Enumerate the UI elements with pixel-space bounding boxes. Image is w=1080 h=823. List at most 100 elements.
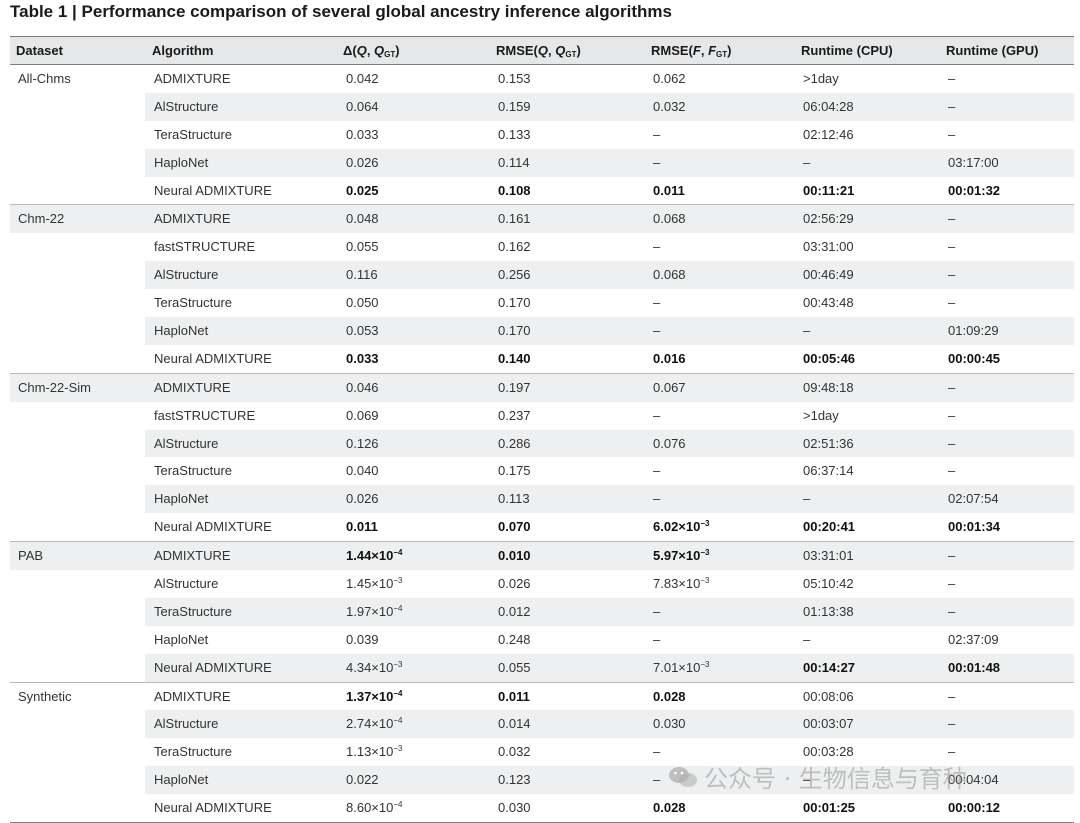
table-row: TeraStructure 0.033 0.133 – 02:12:46 – — [10, 121, 1074, 149]
cell-rmse-q: 0.011 — [498, 688, 530, 704]
cell-runtime-gpu: – — [948, 576, 956, 592]
cell-runtime-gpu: – — [948, 211, 956, 227]
cell-rmse-q: 0.012 — [498, 603, 531, 619]
cell-runtime-cpu: 00:01:25 — [803, 800, 856, 816]
cell-runtime-cpu: 03:31:01 — [803, 548, 854, 564]
cell-rmse-f: 0.028 — [653, 688, 686, 704]
cell-algorithm: AlStructure — [154, 435, 219, 451]
row-band — [145, 626, 1074, 654]
row-band — [145, 121, 1074, 149]
cell-delta: 0.053 — [346, 323, 379, 339]
col-header-dataset: Dataset — [16, 43, 63, 58]
cell-runtime-gpu: – — [948, 435, 956, 451]
cell-runtime-gpu: – — [948, 267, 956, 283]
cell-rmse-f: 0.032 — [653, 98, 686, 114]
cell-delta: 0.022 — [346, 772, 379, 788]
row-band — [145, 597, 1074, 626]
table-row: Synthetic ADMIXTURE 1.37×10−4 0.011 0.028 00:… — [10, 681, 1074, 711]
cell-runtime-gpu: 02:07:54 — [948, 491, 999, 507]
cell-rmse-q: 0.026 — [498, 576, 531, 592]
cell-algorithm: HaploNet — [154, 491, 209, 507]
cell-runtime-cpu: – — [803, 154, 811, 170]
cell-delta: 0.026 — [346, 154, 379, 170]
cell-rmse-f: – — [653, 126, 661, 142]
cell-algorithm: Neural ADMIXTURE — [154, 659, 272, 675]
row-band — [145, 794, 1074, 822]
cell-algorithm: Neural ADMIXTURE — [154, 519, 272, 535]
cell-rmse-q: 0.161 — [498, 211, 531, 227]
col-header-algorithm: Algorithm — [152, 43, 214, 58]
row-band — [145, 570, 1074, 598]
cell-runtime-cpu: 06:37:14 — [803, 463, 854, 479]
cell-rmse-q: 0.197 — [498, 379, 531, 395]
col-header-rmse-q: RMSE(Q, QGT) — [496, 43, 581, 59]
cell-runtime-cpu: >1day — [803, 71, 839, 86]
cell-runtime-gpu: – — [948, 548, 956, 564]
cell-runtime-gpu: 00:00:45 — [948, 350, 1001, 366]
cell-runtime-cpu: 03:31:00 — [803, 239, 854, 255]
table-title: Table 1 | Performance comparison of seve… — [10, 2, 673, 21]
table-row: AlStructure 0.126 0.286 0.076 02:51:36 – — [10, 429, 1074, 458]
cell-rmse-f: 0.016 — [653, 350, 686, 366]
cell-algorithm: ADMIXTURE — [154, 379, 231, 395]
cell-delta: 4.34×10−3 — [346, 659, 403, 675]
cell-algorithm: AlStructure — [154, 98, 219, 114]
row-band — [10, 373, 1074, 402]
cell-algorithm: fastSTRUCTURE — [154, 407, 256, 423]
cell-delta: 2.74×10−4 — [346, 716, 403, 732]
cell-runtime-gpu: – — [948, 463, 956, 479]
cell-runtime-gpu: – — [948, 239, 956, 255]
cell-runtime-cpu: 00:43:48 — [803, 295, 854, 311]
cell-algorithm: HaploNet — [154, 323, 209, 339]
cell-rmse-q: 0.055 — [498, 659, 531, 675]
table-row: HaploNet 0.026 0.113 – – 02:07:54 — [10, 485, 1074, 514]
cell-delta: 1.13×10−3 — [346, 744, 403, 760]
cell-rmse-f: 0.030 — [653, 716, 686, 732]
cell-rmse-q: 0.170 — [498, 295, 531, 311]
cell-delta: 0.033 — [346, 350, 379, 366]
table-row: Neural ADMIXTURE 4.34×10−3 0.055 7.01×10−3 0… — [10, 653, 1074, 682]
table-row: All-Chms ADMIXTURE 0.042 0.153 0.062 >1day – — [10, 65, 1074, 93]
cell-rmse-q: 0.140 — [498, 350, 531, 366]
cell-rmse-f: 0.067 — [653, 379, 686, 395]
cell-algorithm: TeraStructure — [154, 295, 233, 311]
cell-runtime-gpu: – — [948, 603, 956, 619]
cell-delta: 0.064 — [346, 98, 379, 114]
col-header-runtime-gpu: Runtime (GPU) — [946, 43, 1039, 58]
cell-delta: 0.055 — [346, 239, 379, 255]
cell-algorithm: TeraStructure — [154, 603, 233, 619]
cell-delta: 0.069 — [346, 407, 379, 423]
cell-algorithm: HaploNet — [154, 631, 209, 647]
table-row: AlStructure 0.116 0.256 0.068 00:46:49 – — [10, 261, 1074, 290]
cell-delta: 1.37×10−4 — [346, 688, 403, 704]
row-band — [10, 542, 1074, 571]
cell-runtime-cpu: 00:46:49 — [803, 267, 854, 283]
table-header: Dataset Algorithm Δ(Q, QGT) RMSE(Q, QGT)… — [10, 36, 1074, 65]
cell-runtime-cpu: 02:12:46 — [803, 126, 854, 142]
col-header-delta: Δ(Q, QGT) — [343, 43, 400, 59]
cell-delta: 0.116 — [346, 267, 378, 283]
row-band — [145, 65, 1074, 93]
cell-delta: 1.97×10−4 — [346, 603, 403, 619]
table-row: TeraStructure 0.050 0.170 – 00:43:48 – — [10, 289, 1074, 317]
table-row: HaploNet 0.022 0.123 – – 00:04:04 — [10, 766, 1074, 795]
cell-rmse-q: 0.113 — [498, 491, 530, 507]
cell-runtime-cpu: 01:13:38 — [803, 603, 854, 619]
cell-rmse-q: 0.108 — [498, 182, 531, 198]
cell-rmse-q: 0.159 — [498, 98, 531, 114]
cell-runtime-gpu: – — [948, 98, 956, 114]
cell-rmse-f: – — [653, 154, 661, 170]
col-header-rmse-f: RMSE(F, FGT) — [651, 43, 732, 59]
cell-algorithm: AlStructure — [154, 716, 219, 732]
cell-rmse-f: – — [653, 323, 661, 339]
cell-delta: 1.44×10−4 — [346, 548, 403, 564]
cell-runtime-gpu: 00:04:04 — [948, 772, 999, 788]
cell-rmse-q: 0.070 — [498, 519, 531, 535]
cell-rmse-q: 0.032 — [498, 744, 531, 760]
cell-delta: 1.45×10−3 — [346, 576, 403, 592]
cell-rmse-q: 0.237 — [498, 407, 531, 423]
cell-delta: 0.042 — [346, 71, 379, 86]
row-band — [145, 683, 1074, 711]
table-row: PAB ADMIXTURE 1.44×10−4 0.010 5.97×10−3 03:31… — [10, 541, 1074, 571]
table-body: All-Chms ADMIXTURE 0.042 0.153 0.062 >1day – Al… — [10, 65, 1074, 822]
